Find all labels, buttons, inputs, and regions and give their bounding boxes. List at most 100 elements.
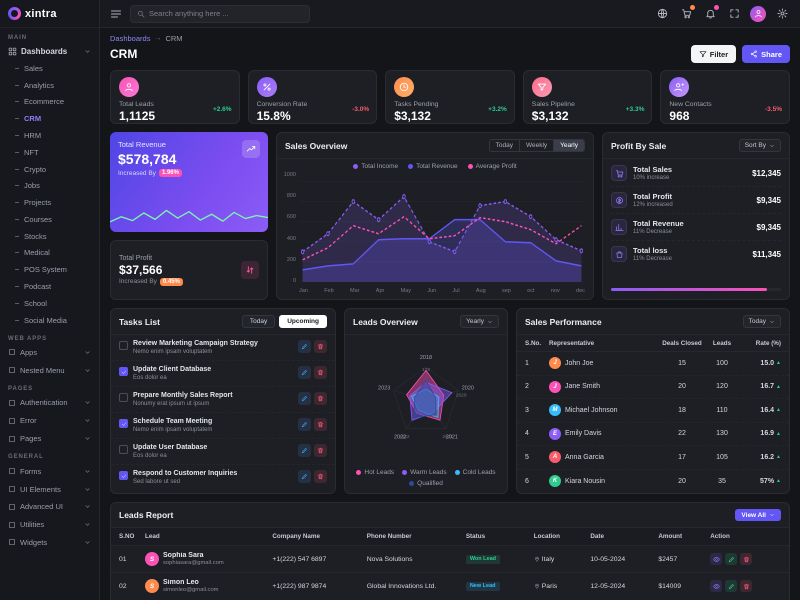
sidebar-subitem[interactable]: Projects	[0, 194, 99, 211]
view-lead-button[interactable]	[710, 580, 723, 592]
menu-toggle-icon[interactable]	[110, 8, 122, 20]
range-tab[interactable]: Yearly	[553, 140, 584, 151]
range-dropdown[interactable]: Today	[742, 315, 781, 328]
task-delete-button[interactable]	[314, 340, 327, 353]
fullscreen-icon[interactable]	[726, 6, 742, 22]
settings-gear-icon[interactable]	[774, 6, 790, 22]
table-row[interactable]: 01 S Sophia Sara sophiasara@gmail.com +1(2…	[111, 545, 789, 572]
sidebar-group-label: Error	[20, 416, 37, 426]
legend-item: Hot Leads	[356, 469, 394, 476]
trash-icon	[317, 343, 324, 350]
task-edit-button[interactable]	[298, 444, 311, 457]
sidebar-group-item[interactable]: Widgets	[0, 534, 99, 552]
table-row[interactable]: 5 A Anna Garcia 17 105 16.2 ▲	[517, 446, 789, 470]
sidebar-subitem[interactable]: Social Media	[0, 312, 99, 329]
sidebar-subitem[interactable]: Courses	[0, 211, 99, 228]
sidebar-subitem-label: Social Media	[24, 315, 67, 325]
range-tab[interactable]: Today	[490, 140, 519, 151]
table-row[interactable]: 6 K Kiara Nousin 20 35 57% ▲	[517, 470, 789, 494]
filter-button[interactable]: Filter	[690, 45, 737, 63]
sidebar-subitem[interactable]: Jobs	[0, 177, 99, 194]
sidebar-subitem[interactable]: Medical	[0, 245, 99, 262]
view-lead-button[interactable]	[710, 553, 723, 565]
column-header: Location	[533, 533, 561, 540]
menu-section-label: GENERAL	[8, 454, 44, 461]
svg-text:2018: 2018	[420, 355, 432, 361]
task-checkbox[interactable]	[119, 445, 128, 454]
sidebar-group-item[interactable]: Advanced UI	[0, 498, 99, 516]
range-dropdown[interactable]: Yearly	[460, 315, 499, 328]
breadcrumb-home[interactable]: Dashboards	[110, 34, 151, 43]
view-all-button[interactable]: View All	[735, 509, 781, 521]
trend-arrow-icon: ▲	[776, 430, 781, 437]
notifications-bell-icon[interactable]	[702, 4, 719, 22]
edit-lead-button[interactable]	[725, 580, 738, 592]
sidebar-subitem[interactable]: NFT	[0, 144, 99, 161]
task-row: Respond to Customer Inquiries Sed labore…	[111, 465, 335, 490]
delete-lead-button[interactable]	[740, 553, 753, 565]
task-checkbox[interactable]	[119, 471, 128, 480]
sidebar-group-item[interactable]: Forms	[0, 462, 99, 480]
user-avatar[interactable]	[750, 5, 766, 22]
sidebar-subitem[interactable]: Stocks	[0, 228, 99, 245]
sidebar-subitem[interactable]: Sales	[0, 60, 99, 77]
check-icon	[121, 447, 127, 453]
pencil-icon	[301, 343, 308, 350]
table-row[interactable]: 1 J John Joe 15 100 15.0 ▲	[517, 352, 789, 376]
task-delete-button[interactable]	[314, 444, 327, 457]
edit-lead-button[interactable]	[725, 553, 738, 565]
forms-icon	[8, 467, 16, 475]
cart-icon[interactable]	[678, 4, 695, 22]
sidebar-group-item[interactable]: Authentication	[0, 394, 99, 412]
sidebar-group-item[interactable]: Apps	[0, 344, 99, 362]
task-edit-button[interactable]	[298, 470, 311, 483]
sidebar-subitem[interactable]: CRM	[0, 110, 99, 127]
sort-by-dropdown[interactable]: Sort By	[738, 139, 781, 152]
language-icon[interactable]	[654, 6, 670, 22]
sidebar-group-item[interactable]: Utilities	[0, 516, 99, 534]
table-header: S.NO Lead Company Name Phone Number Status Lo…	[111, 528, 789, 545]
sidebar-subitem[interactable]: Ecommerce	[0, 94, 99, 111]
sidebar-subitem[interactable]: Crypto	[0, 161, 99, 178]
profit-by-sale-item: Total Revenue 11% Decrease $9,345	[611, 214, 781, 241]
dash-icon	[15, 286, 19, 288]
sidebar-group-item[interactable]: Nested Menu	[0, 361, 99, 379]
chevron-down-icon	[769, 143, 775, 149]
sidebar-group-item[interactable]: Pages	[0, 430, 99, 448]
sidebar-subitem[interactable]: HRM	[0, 127, 99, 144]
task-checkbox[interactable]	[119, 393, 128, 402]
task-delete-button[interactable]	[314, 418, 327, 431]
share-button[interactable]: Share	[742, 45, 790, 63]
kpi-delta: +3.2%	[488, 106, 507, 113]
avatar: K	[549, 475, 561, 488]
task-edit-button[interactable]	[298, 340, 311, 353]
task-edit-button[interactable]	[298, 418, 311, 431]
task-edit-button[interactable]	[298, 392, 311, 405]
table-row[interactable]: 4 E Emily Davis 22 130 16.9 ▲	[517, 423, 789, 446]
svg-text:2629: 2629	[456, 393, 467, 399]
task-delete-button[interactable]	[314, 392, 327, 405]
sidebar-group-item[interactable]: UI Elements	[0, 480, 99, 498]
sidebar-subitem[interactable]: School	[0, 295, 99, 312]
range-tab[interactable]: Weekly	[518, 140, 553, 151]
sidebar-subitem[interactable]: POS System	[0, 261, 99, 278]
sidebar-item-dashboards[interactable]: Dashboards	[0, 43, 99, 60]
table-row[interactable]: 02 S Simon Leo simonleo@gmail.com +1(222) …	[111, 572, 789, 599]
tasks-tab[interactable]: Upcoming	[279, 315, 327, 328]
search-input[interactable]	[149, 9, 303, 18]
profit-item-value: $12,345	[752, 168, 781, 178]
task-edit-button[interactable]	[298, 366, 311, 379]
tasks-tab[interactable]: Today	[241, 315, 276, 328]
sidebar-subitem[interactable]: Analytics	[0, 77, 99, 94]
sidebar-subitem[interactable]: Podcast	[0, 278, 99, 295]
delete-lead-button[interactable]	[740, 580, 753, 592]
task-checkbox[interactable]	[119, 341, 128, 350]
task-checkbox[interactable]	[119, 367, 128, 376]
table-row[interactable]: 2 J Jane Smith 20 120 16.7 ▲	[517, 376, 789, 399]
task-delete-button[interactable]	[314, 470, 327, 483]
brand[interactable]: xintra	[0, 0, 99, 28]
task-checkbox[interactable]	[119, 419, 128, 428]
sidebar-group-item[interactable]: Error	[0, 412, 99, 430]
task-delete-button[interactable]	[314, 366, 327, 379]
table-row[interactable]: 3 M Michael Johnson 18 110 16.4 ▲	[517, 399, 789, 423]
